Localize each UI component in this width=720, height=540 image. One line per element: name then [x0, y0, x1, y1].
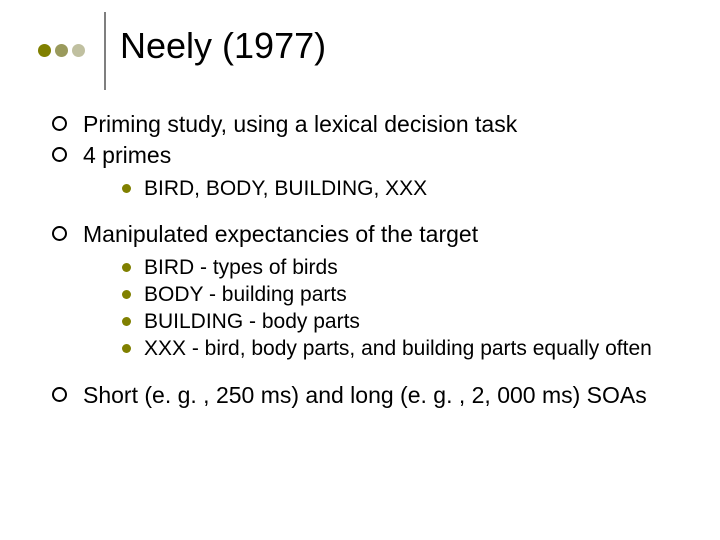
- hollow-circle-bullet: [52, 226, 67, 241]
- bullet-level1: Manipulated expectancies of the target: [52, 220, 700, 249]
- filled-circle-bullet: [122, 317, 131, 326]
- bullet-text: Priming study, using a lexical decision …: [83, 110, 517, 139]
- filled-circle-bullet: [122, 290, 131, 299]
- bullet-text: Manipulated expectancies of the target: [83, 220, 478, 249]
- bullet-level1: Short (e. g. , 250 ms) and long (e. g. ,…: [52, 381, 700, 410]
- dot-2: [55, 44, 68, 57]
- bullet-level2: BODY - building parts: [122, 282, 700, 308]
- slide-body: Priming study, using a lexical decision …: [52, 110, 700, 411]
- filled-circle-bullet: [122, 263, 131, 272]
- sub-bullet-text: BUILDING - body parts: [144, 309, 360, 335]
- bullet-level1: Priming study, using a lexical decision …: [52, 110, 700, 139]
- sub-bullet-text: BIRD - types of birds: [144, 255, 338, 281]
- bullet-level2: XXX - bird, body parts, and building par…: [122, 336, 700, 362]
- bullet-text: Short (e. g. , 250 ms) and long (e. g. ,…: [83, 381, 647, 410]
- filled-circle-bullet: [122, 344, 131, 353]
- hollow-circle-bullet: [52, 387, 67, 402]
- bullet-level2: BUILDING - body parts: [122, 309, 700, 335]
- bullet-level2: BIRD - types of birds: [122, 255, 700, 281]
- slide-title: Neely (1977): [120, 25, 326, 67]
- sub-bullet-text: BIRD, BODY, BUILDING, XXX: [144, 176, 427, 202]
- hollow-circle-bullet: [52, 147, 67, 162]
- sub-bullet-text: BODY - building parts: [144, 282, 347, 308]
- spacer: [52, 373, 700, 381]
- decorative-dots: [38, 44, 85, 57]
- dot-1: [38, 44, 51, 57]
- title-divider: [104, 12, 106, 90]
- spacer: [52, 212, 700, 220]
- filled-circle-bullet: [122, 184, 131, 193]
- sub-bullet-text: XXX - bird, body parts, and building par…: [144, 336, 652, 362]
- bullet-level1: 4 primes: [52, 141, 700, 170]
- hollow-circle-bullet: [52, 116, 67, 131]
- dot-3: [72, 44, 85, 57]
- sub-bullet-group: BIRD - types of birdsBODY - building par…: [122, 255, 700, 363]
- sub-bullet-group: BIRD, BODY, BUILDING, XXX: [122, 176, 700, 202]
- bullet-text: 4 primes: [83, 141, 171, 170]
- bullet-level2: BIRD, BODY, BUILDING, XXX: [122, 176, 700, 202]
